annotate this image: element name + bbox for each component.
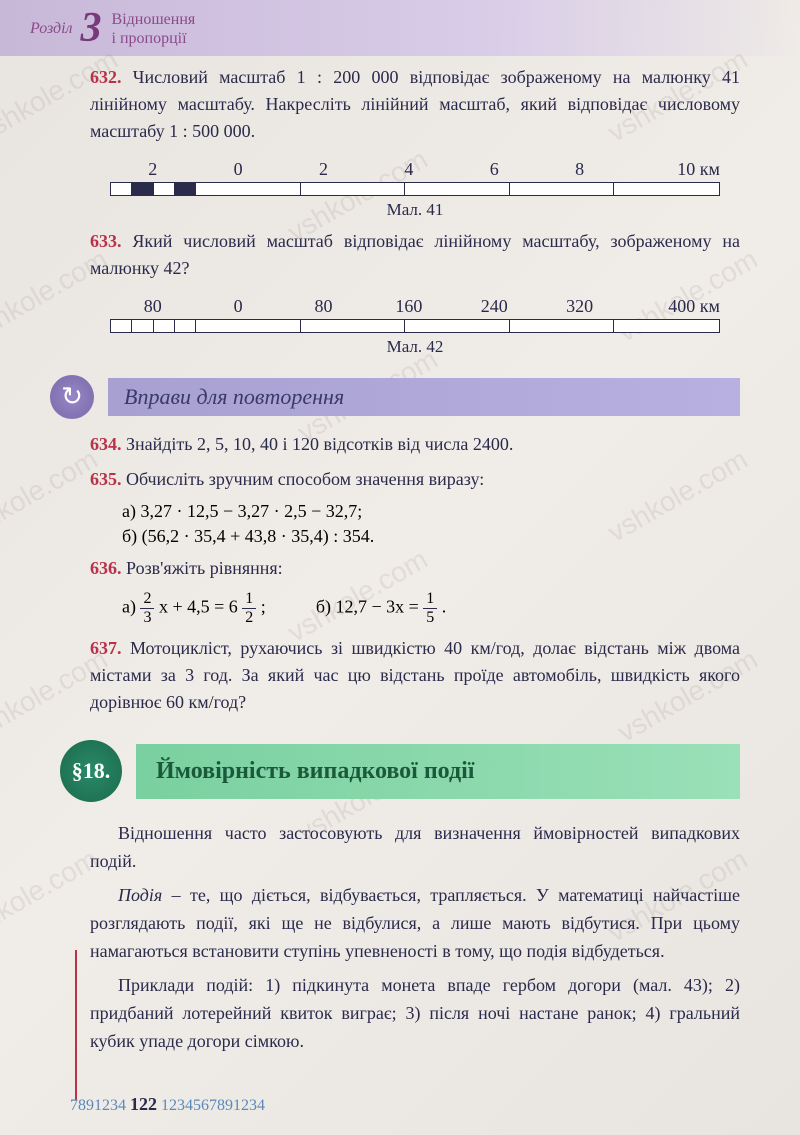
- problem-635a: а) 3,27 · 12,5 − 3,27 · 2,5 − 32,7;: [122, 501, 740, 522]
- problem-636-equations: а) 23 x + 4,5 = 6 12 ; б) 12,7 − 3x = 15…: [122, 590, 740, 627]
- eq-636b: б) 12,7 − 3x = 15 .: [316, 590, 446, 627]
- problem-text: Який числовий масштаб відповідає лінійно…: [90, 231, 740, 278]
- eq-mid: x + 4,5 = 6: [159, 597, 238, 617]
- section-18-para2: Подія – те, що діється, відбувається, тр…: [90, 882, 740, 966]
- scale-label: 4: [366, 159, 451, 180]
- section-18-header: §18. Ймовірність випадкової події: [60, 740, 740, 802]
- term-podia: Подія: [118, 885, 162, 905]
- eq-tail: .: [442, 597, 447, 617]
- scale-figure-42: 80 0 80 160 240 320 400 км Мал. 42: [110, 296, 720, 357]
- section-title-line2: і пропорції: [112, 30, 187, 47]
- scale-label: 8: [537, 159, 622, 180]
- scale-label: 10 км: [622, 159, 720, 180]
- footer-left-digits: 7891234: [70, 1097, 126, 1114]
- problem-text: Розв'яжіть рівняння:: [126, 558, 283, 578]
- eq-label: б): [316, 597, 331, 617]
- eq-636a: а) 23 x + 4,5 = 6 12 ;: [122, 590, 266, 627]
- section-18-para1: Відношення часто застосовують для визнач…: [90, 820, 740, 876]
- problem-number: 634.: [90, 434, 122, 454]
- problem-number: 637.: [90, 638, 122, 658]
- problem-636: 636. Розв'яжіть рівняння:: [90, 555, 740, 582]
- chapter-header: Розділ 3 Відношення і пропорції: [0, 0, 800, 56]
- problem-633: 633. Який числовий масштаб відповідає лі…: [90, 228, 740, 282]
- problem-number: 632.: [90, 67, 122, 87]
- scale-42-bar: [110, 319, 720, 333]
- scale-label: 2: [110, 159, 195, 180]
- problem-text: Числовий масштаб 1 : 200 000 відповідає …: [90, 67, 740, 141]
- fraction: 23: [140, 590, 154, 627]
- section-number: 3: [81, 12, 102, 46]
- page-footer: 7891234 122 1234567891234: [70, 1094, 265, 1115]
- problem-text: Знайдіть 2, 5, 10, 40 і 120 відсотків ві…: [126, 434, 513, 454]
- eq-tail: ;: [261, 597, 266, 617]
- eq-lead: 12,7 − 3x =: [335, 597, 418, 617]
- problem-number: 633.: [90, 231, 122, 251]
- problem-637: 637. Мотоцикліст, рухаючись зі швидкістю…: [90, 635, 740, 716]
- scale-label: 160: [366, 296, 451, 317]
- refresh-icon: ↻: [50, 375, 94, 419]
- scale-figure-41: 2 0 2 4 6 8 10 км Мал. 41: [110, 159, 720, 220]
- scale-label: 6: [452, 159, 537, 180]
- scale-label: 0: [195, 296, 280, 317]
- problem-634: 634. Знайдіть 2, 5, 10, 40 і 120 відсотк…: [90, 431, 740, 458]
- figure-caption-41: Мал. 41: [110, 200, 720, 220]
- review-banner: ↻ Вправи для повторення: [50, 375, 740, 419]
- scale-42-labels: 80 0 80 160 240 320 400 км: [110, 296, 720, 317]
- scale-41-labels: 2 0 2 4 6 8 10 км: [110, 159, 720, 180]
- eq-label: а): [122, 597, 136, 617]
- scale-label: 240: [452, 296, 537, 317]
- page-number: 122: [130, 1094, 157, 1114]
- fraction: 12: [242, 590, 256, 627]
- section-title-line1: Відношення: [112, 11, 196, 28]
- section-18-title: Ймовірність випадкової події: [136, 744, 740, 799]
- problem-635: 635. Обчисліть зручним способом значення…: [90, 466, 740, 493]
- review-heading: Вправи для повторення: [108, 378, 740, 416]
- problem-number: 636.: [90, 558, 122, 578]
- section-label: Розділ: [30, 20, 73, 38]
- margin-rule: [75, 950, 77, 1100]
- problem-632: 632. Числовий масштаб 1 : 200 000 відпов…: [90, 64, 740, 145]
- problem-text: Обчисліть зручним способом значення вира…: [126, 469, 484, 489]
- scale-label: 80: [281, 296, 366, 317]
- section-18-badge: §18.: [60, 740, 122, 802]
- scale-41-bar: [110, 182, 720, 196]
- footer-right-digits: 1234567891234: [161, 1097, 265, 1114]
- problem-number: 635.: [90, 469, 122, 489]
- scale-label: 2: [281, 159, 366, 180]
- scale-label: 320: [537, 296, 622, 317]
- scale-label: 400 км: [622, 296, 720, 317]
- fraction: 15: [423, 590, 437, 627]
- problem-635b: б) (56,2 · 35,4 + 43,8 · 35,4) : 354.: [122, 526, 740, 547]
- section-18-para3: Приклади подій: 1) підкинута монета впад…: [90, 972, 740, 1056]
- scale-label: 0: [195, 159, 280, 180]
- problem-text: Мотоцикліст, рухаючись зі швидкістю 40 к…: [90, 638, 740, 712]
- scale-label: 80: [110, 296, 195, 317]
- para2-body: – те, що діється, відбувається, трапляєт…: [90, 885, 740, 961]
- section-title: Відношення і пропорції: [112, 10, 196, 48]
- figure-caption-42: Мал. 42: [110, 337, 720, 357]
